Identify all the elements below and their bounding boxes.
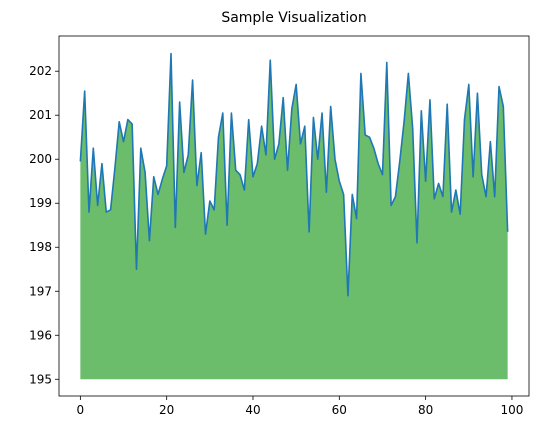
y-tick-label: 196 (29, 328, 52, 342)
y-tick-label: 202 (29, 64, 52, 78)
y-tick-label: 198 (29, 240, 52, 254)
y-tick-label: 197 (29, 284, 52, 298)
x-tick-label: 0 (77, 403, 85, 417)
y-tick-label: 200 (29, 152, 52, 166)
plot-area (79, 52, 509, 380)
axes: 0 20 40 60 80 100 195 196 197 198 199 200 201 202 (29, 35, 530, 417)
x-tick-label: 60 (332, 403, 347, 417)
x-tick-label: 20 (159, 403, 174, 417)
x-tick-label: 100 (500, 403, 523, 417)
area-fill (80, 53, 508, 380)
series-line (79, 52, 509, 297)
x-tick-label: 80 (418, 403, 433, 417)
chart-title: Sample Visualization (221, 10, 366, 26)
x-tick-label: 40 (245, 403, 260, 417)
y-tick-label: 201 (29, 108, 52, 122)
axes-frame (58, 35, 530, 397)
y-tick-label: 195 (29, 372, 52, 386)
y-tick-label: 199 (29, 196, 52, 210)
